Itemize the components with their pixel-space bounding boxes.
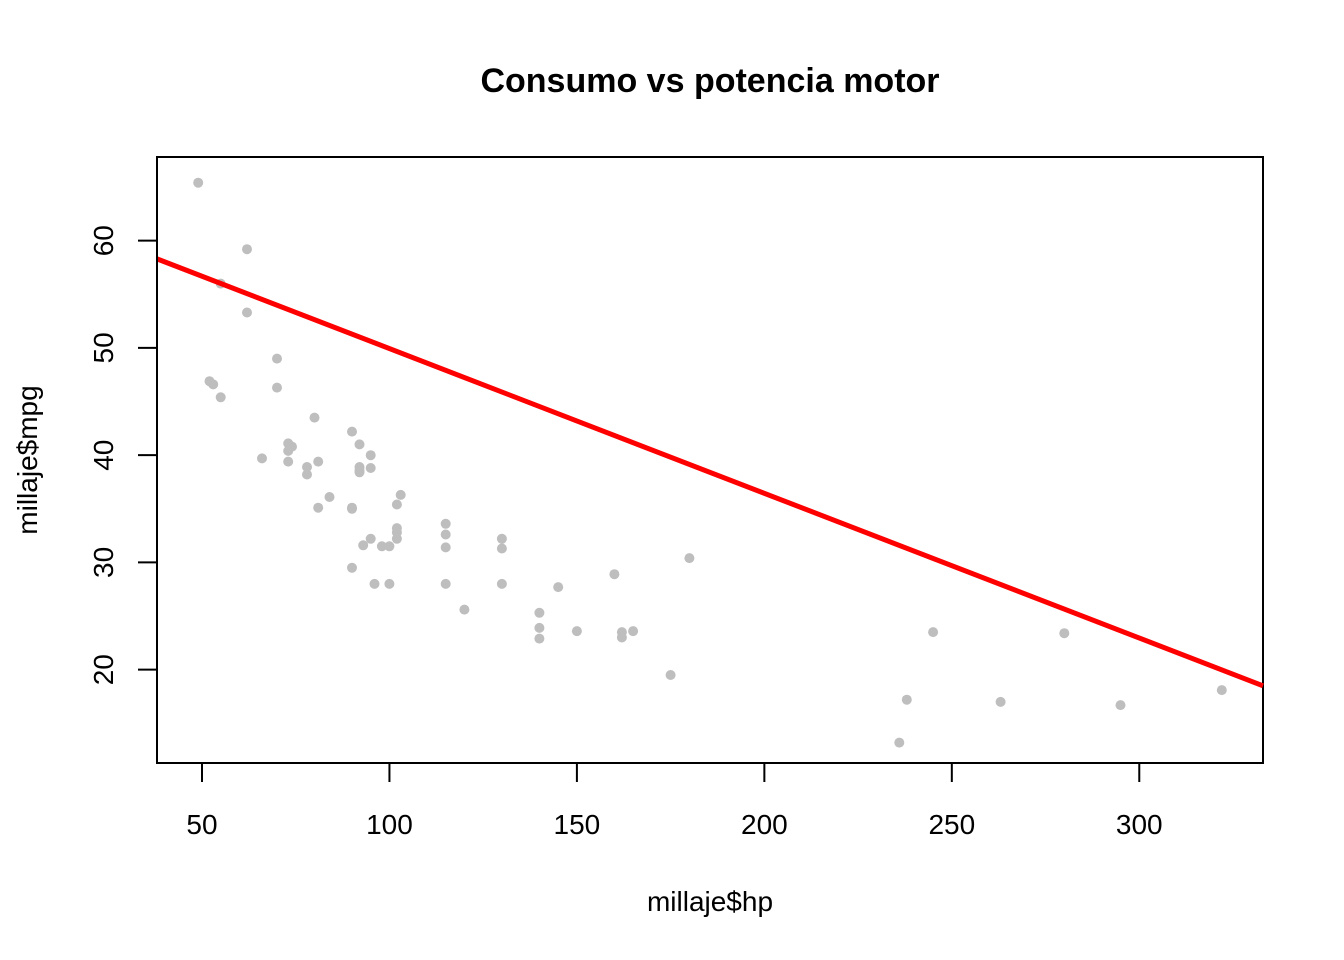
x-tick-label: 150 — [554, 809, 601, 840]
data-point — [496, 543, 507, 554]
x-tick-label: 300 — [1116, 809, 1163, 840]
data-point — [347, 426, 357, 437]
data-point — [313, 502, 324, 513]
data-point — [459, 604, 470, 615]
y-tick-label: 30 — [88, 547, 119, 578]
data-point — [496, 578, 507, 589]
x-tick-label: 250 — [928, 809, 975, 840]
data-point — [313, 456, 324, 467]
data-point — [395, 489, 406, 500]
data-point — [365, 463, 376, 473]
data-point — [901, 694, 912, 705]
data-point — [440, 529, 451, 540]
data-point — [553, 582, 564, 593]
data-point — [384, 541, 395, 552]
data-point — [928, 627, 939, 638]
data-point — [283, 456, 294, 467]
data-point — [571, 626, 582, 637]
data-point — [440, 578, 451, 589]
points-layer — [193, 177, 1227, 748]
data-point — [391, 533, 402, 544]
x-tick-label: 50 — [186, 809, 217, 840]
data-point — [272, 353, 282, 364]
data-point — [354, 439, 365, 450]
y-tick-label: 60 — [88, 225, 119, 256]
x-tick-label: 100 — [366, 809, 413, 840]
data-point — [1216, 685, 1227, 696]
data-point — [347, 562, 357, 573]
data-point — [616, 632, 627, 643]
data-point — [665, 670, 676, 680]
x-axis-label: millaje$hp — [647, 886, 773, 917]
data-point — [309, 412, 320, 423]
data-point — [369, 578, 380, 589]
data-point — [684, 553, 695, 564]
data-point — [1115, 700, 1126, 711]
data-point — [440, 518, 451, 529]
data-point — [347, 503, 357, 514]
y-axis-label: millaje$mpg — [12, 385, 43, 534]
chart-title: Consumo vs potencia motor — [480, 62, 939, 100]
regression-line-layer — [156, 256, 1264, 689]
data-point — [242, 307, 252, 318]
data-point — [391, 499, 402, 510]
data-point — [365, 533, 376, 544]
x-tick-label: 200 — [741, 809, 788, 840]
y-tick-label: 20 — [88, 654, 119, 685]
data-point — [324, 492, 335, 502]
data-point — [496, 533, 507, 544]
data-point — [376, 541, 387, 552]
data-point — [208, 379, 219, 390]
data-point — [534, 633, 545, 644]
regression-line — [156, 256, 1264, 689]
data-point — [287, 441, 297, 452]
data-point — [302, 469, 312, 480]
data-point — [242, 244, 252, 255]
data-point — [193, 177, 204, 188]
data-point — [272, 382, 282, 393]
data-point — [894, 737, 905, 748]
y-tick-label: 50 — [88, 332, 119, 363]
data-point — [215, 392, 226, 403]
data-point — [995, 696, 1006, 707]
data-point — [628, 626, 639, 637]
data-point — [609, 569, 620, 580]
data-point — [365, 450, 376, 461]
x-axis: 50 100 150 200 250 300 — [186, 762, 1163, 840]
data-point — [534, 607, 545, 618]
y-tick-label: 40 — [88, 440, 119, 471]
data-point — [354, 467, 365, 478]
data-point — [257, 453, 267, 464]
y-axis: 20 30 40 50 60 — [88, 225, 158, 685]
data-point — [302, 462, 312, 472]
data-point — [384, 578, 395, 589]
data-point — [1059, 628, 1070, 639]
data-point — [358, 540, 369, 551]
data-point — [534, 622, 545, 633]
data-point — [440, 542, 451, 553]
